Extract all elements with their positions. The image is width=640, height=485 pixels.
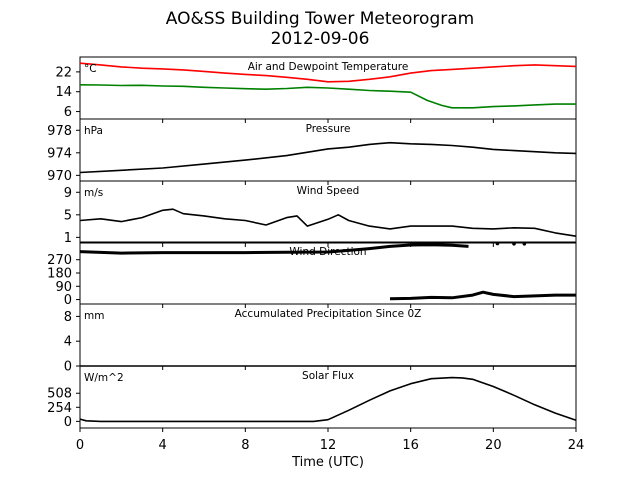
chart-subtitle: 2012-09-06: [271, 29, 370, 49]
y-tick-label: 974: [47, 146, 72, 161]
panel-unit-label: °C: [84, 63, 97, 75]
panel-title: Solar Flux: [302, 370, 354, 382]
series-dewpoint: [79, 84, 576, 109]
x-tick-label: 0: [76, 438, 84, 453]
panel-pressure: 970 974 978 hPa Pressure: [47, 118, 577, 185]
y-tick-label: 180: [47, 267, 72, 282]
y-tick-label: 4: [64, 335, 72, 350]
series-wind-direction-main: [79, 243, 469, 255]
y-tick-label: 978: [47, 124, 72, 139]
series-air-temperature: [79, 62, 577, 83]
x-tick-label: 4: [159, 438, 167, 453]
y-tick-label: 254: [47, 401, 72, 416]
data-point: [512, 241, 516, 246]
panel-unit-label: hPa: [84, 125, 103, 137]
x-tick-label: 24: [568, 438, 585, 453]
y-tick-label: 9: [64, 186, 72, 201]
panel-temperature: 6 14 22 °C Air and Dewpoint Temperature: [55, 56, 577, 123]
panel-title: Pressure: [306, 123, 351, 135]
x-tick-label: 8: [241, 438, 249, 453]
series-pressure: [79, 141, 577, 174]
y-tick-label: 0: [64, 293, 72, 308]
panel-wind-speed: 1 5 9 m/s Wind Speed: [64, 180, 577, 247]
y-tick-label: 90: [55, 280, 72, 295]
series-solar-flux: [79, 376, 577, 423]
x-tick-label: 20: [485, 438, 502, 453]
y-tick-label: 5: [64, 208, 72, 223]
y-tick-label: 270: [47, 253, 72, 268]
panel-title: Wind Speed: [297, 185, 360, 197]
y-tick-label: 508: [47, 387, 72, 402]
y-tick-label: 6: [64, 105, 72, 120]
panel-unit-label: mm: [84, 310, 104, 322]
y-tick-label: 14: [55, 85, 72, 100]
panel-unit-label: m/s: [84, 187, 103, 199]
panel-precipitation: 0 4 8 mm Accumulated Precipitation Since 0Z: [64, 303, 577, 375]
panel-title: Wind Direction: [289, 246, 366, 258]
y-tick-label: 8: [64, 310, 72, 325]
y-tick-label: 0: [64, 415, 72, 430]
series-wind-speed: [79, 208, 577, 237]
data-point: [495, 241, 500, 246]
y-tick-label: 22: [55, 65, 72, 80]
panel-unit-label: W/m^2: [84, 372, 124, 384]
x-tick-label: 16: [402, 438, 419, 453]
x-tick-label: 12: [320, 438, 337, 453]
chart-title: AO&SS Building Tower Meteorogram: [166, 9, 474, 29]
series-wind-direction-low: [389, 290, 576, 301]
y-tick-label: 0: [64, 360, 72, 375]
x-axis-label: Time (UTC): [291, 455, 364, 470]
data-point: [522, 241, 527, 246]
y-tick-label: 970: [47, 169, 72, 184]
panel-title: Air and Dewpoint Temperature: [248, 61, 409, 73]
y-tick-label: 1: [64, 231, 72, 246]
panel-title: Accumulated Precipitation Since 0Z: [235, 308, 422, 320]
